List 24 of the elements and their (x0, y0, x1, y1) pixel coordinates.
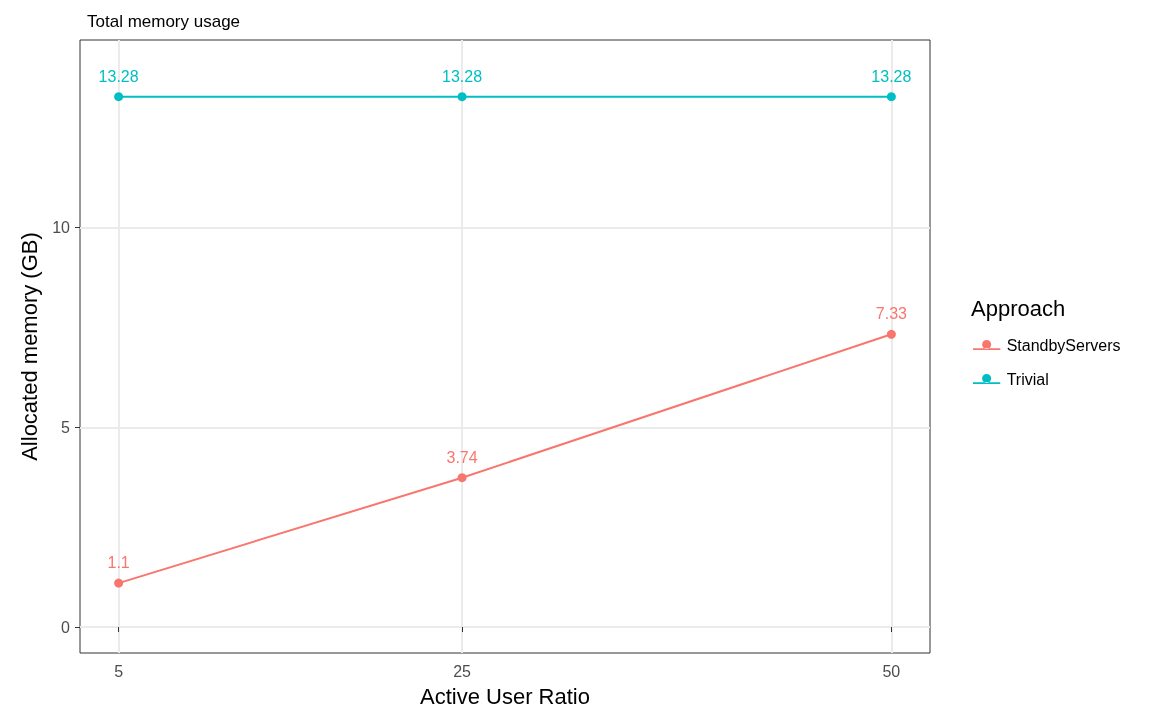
x-tick-label: 50 (882, 662, 901, 680)
legend-label: Trivial (1006, 370, 1049, 388)
point (886, 329, 896, 339)
legend-label: StandbyServers (1006, 336, 1121, 354)
y-axis-title: Allocated memory (GB) (16, 232, 42, 461)
point (457, 92, 467, 102)
point (886, 92, 896, 102)
y-tick-label: 10 (52, 219, 71, 237)
point (114, 578, 124, 588)
data-label: 7.33 (875, 305, 908, 323)
point (457, 473, 467, 483)
point (114, 92, 124, 102)
data-label: 1.1 (107, 554, 130, 572)
y-tick-label: 0 (61, 618, 71, 636)
legend-title: Approach (971, 295, 1066, 321)
x-tick-label: 5 (114, 662, 124, 680)
y-tick-label: 5 (61, 418, 71, 436)
data-label: 13.28 (442, 67, 483, 85)
data-label: 13.28 (871, 67, 912, 85)
chart-title: Total memory usage (87, 12, 241, 31)
data-label: 13.28 (98, 67, 139, 85)
x-axis-title: Active User Ratio (420, 683, 590, 709)
data-label: 3.74 (446, 448, 478, 466)
x-tick-label: 25 (453, 662, 472, 680)
